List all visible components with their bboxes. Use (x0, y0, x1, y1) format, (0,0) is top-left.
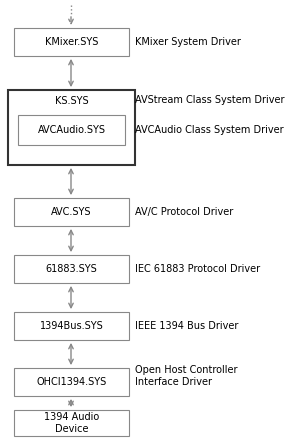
Text: AVCAudio Class System Driver: AVCAudio Class System Driver (135, 125, 283, 135)
Text: AVC.SYS: AVC.SYS (51, 207, 92, 217)
Bar (14, 28, 129, 56)
Bar (14, 312, 129, 340)
Text: 1394 Audio
Device: 1394 Audio Device (44, 412, 99, 434)
Bar (14, 368, 129, 396)
Text: KMixer System Driver: KMixer System Driver (135, 37, 241, 47)
Bar (14, 410, 129, 436)
Text: AVStream Class System Driver: AVStream Class System Driver (135, 95, 284, 105)
Text: AV/C Protocol Driver: AV/C Protocol Driver (135, 207, 233, 217)
Bar (8, 90, 135, 165)
Text: 1394Bus.SYS: 1394Bus.SYS (40, 321, 103, 331)
Text: IEEE 1394 Bus Driver: IEEE 1394 Bus Driver (135, 321, 238, 331)
Text: OHCI1394.SYS: OHCI1394.SYS (36, 377, 106, 387)
Text: KMixer.SYS: KMixer.SYS (45, 37, 98, 47)
Bar (14, 255, 129, 283)
Text: AVCAudio.SYS: AVCAudio.SYS (37, 125, 106, 135)
Text: Open Host Controller
Interface Driver: Open Host Controller Interface Driver (135, 365, 237, 387)
Text: IEC 61883 Protocol Driver: IEC 61883 Protocol Driver (135, 264, 260, 274)
Bar (14, 198, 129, 226)
Text: KS.SYS: KS.SYS (55, 96, 88, 106)
Bar (18, 115, 125, 145)
Text: 61883.SYS: 61883.SYS (46, 264, 97, 274)
